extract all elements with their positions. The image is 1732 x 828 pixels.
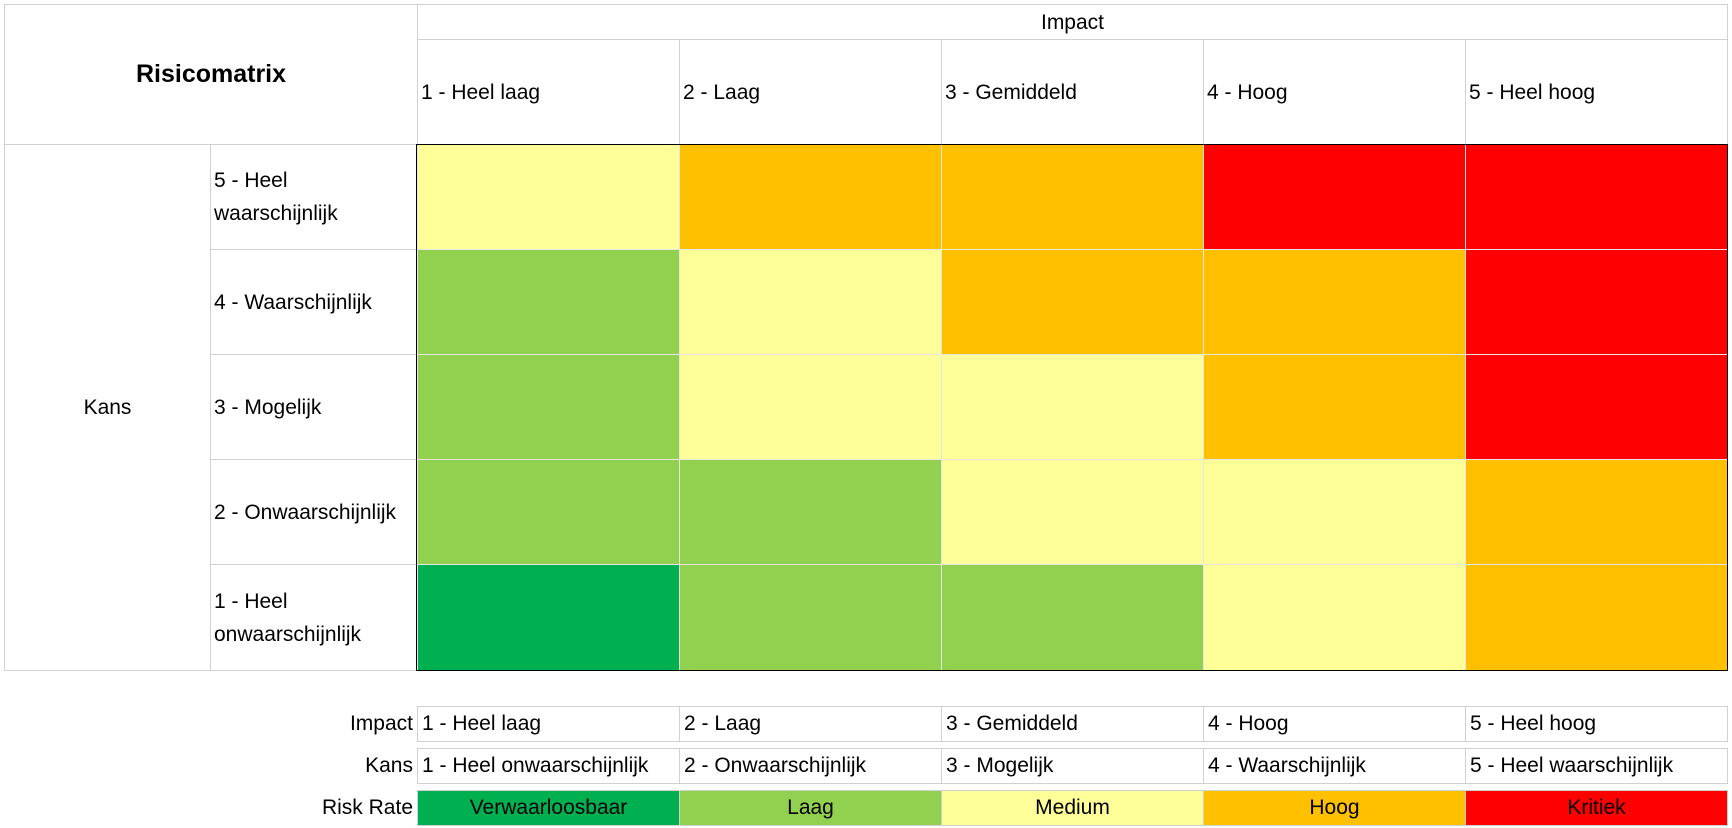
legend-kans-2: 2 - Onwaarschijnlijk (679, 748, 942, 784)
kans-level-1: 1 - Heel onwaarschijnlijk (210, 564, 418, 671)
risk-cell-kritiek (1465, 144, 1728, 250)
risk-cell-kritiek (1465, 354, 1728, 460)
risk-rate-value: Verwaarloosbaar (469, 796, 628, 819)
matrix-title: Risicomatrix (4, 4, 418, 145)
legend-risk-label: Risk Rate (300, 790, 417, 826)
legend-kans-value: 2 - Onwaarschijnlijk (684, 754, 867, 777)
impact-level-4: 4 - Hoog (1203, 39, 1466, 145)
risk-cell-medium (679, 249, 942, 355)
risk-cell-medium (941, 459, 1204, 565)
risk-rate-medium: Medium (941, 790, 1204, 826)
legend-kans-label-text: Kans (365, 754, 413, 777)
legend-impact-value: 2 - Laag (684, 712, 762, 735)
kans-level-2: 2 - Onwaarschijnlijk (210, 459, 418, 565)
risk-cell-laag (679, 564, 942, 671)
legend-kans-value: 5 - Heel waarschijnlijk (1470, 754, 1674, 777)
risk-matrix-grid (417, 144, 1728, 671)
risk-rate-laag: Laag (679, 790, 942, 826)
risk-cell-medium (679, 354, 942, 460)
impact-level-label: 2 - Laag (683, 80, 761, 104)
risk-rate-value: Hoog (1309, 796, 1360, 819)
risk-cell-kritiek (1465, 249, 1728, 355)
kans-level-5: 5 - Heel waarschijnlijk (210, 144, 418, 250)
risk-cell-hoog (1203, 249, 1466, 355)
legend-impact-2: 2 - Laag (679, 706, 942, 742)
impact-level-3: 3 - Gemiddeld (941, 39, 1204, 145)
risk-cell-kritiek (1203, 144, 1466, 250)
risk-rate-value: Medium (1035, 796, 1110, 819)
legend-impact-value: 5 - Heel hoog (1470, 712, 1597, 735)
legend-impact-value: 4 - Hoog (1208, 712, 1289, 735)
impact-level-label: 4 - Hoog (1207, 80, 1288, 104)
kans-level-label: 5 - Heel waarschijnlijk (214, 169, 338, 225)
impact-level-5: 5 - Heel hoog (1465, 39, 1728, 145)
kans-level-3: 3 - Mogelijk (210, 354, 418, 460)
risk-rate-kritiek: Kritiek (1465, 790, 1728, 826)
legend-kans-value: 1 - Heel onwaarschijnlijk (422, 754, 649, 777)
risk-cell-hoog (941, 144, 1204, 250)
legend-kans-5: 5 - Heel waarschijnlijk (1465, 748, 1728, 784)
kans-level-label: 1 - Heel onwaarschijnlijk (214, 589, 362, 646)
risk-rate-verwaarloosbaar: Verwaarloosbaar (417, 790, 680, 826)
legend-kans-4: 4 - Waarschijnlijk (1203, 748, 1466, 784)
risk-rate-hoog: Hoog (1203, 790, 1466, 826)
risk-cell-hoog (941, 249, 1204, 355)
legend-risk-label-text: Risk Rate (321, 796, 413, 819)
legend-impact-label: Impact (300, 706, 417, 742)
legend-kans-label: Kans (300, 748, 417, 784)
legend-impact-1: 1 - Heel laag (417, 706, 680, 742)
legend-kans-value: 4 - Waarschijnlijk (1208, 754, 1366, 777)
kans-header: Kans (4, 144, 211, 671)
risk-rate-value: Laag (787, 796, 834, 819)
risk-cell-laag (417, 459, 680, 565)
impact-header-text: Impact (1040, 10, 1105, 34)
risk-cell-hoog (1465, 459, 1728, 565)
impact-level-2: 2 - Laag (679, 39, 942, 145)
impact-header: Impact (417, 4, 1728, 40)
risk-cell-hoog (1465, 564, 1728, 671)
impact-level-label: 3 - Gemiddeld (945, 80, 1077, 104)
risk-cell-laag (679, 459, 942, 565)
legend-kans-1: 1 - Heel onwaarschijnlijk (417, 748, 680, 784)
risk-cell-verwaarloosbaar (417, 564, 680, 671)
legend-impact-label-text: Impact (349, 712, 413, 735)
risk-cell-medium (941, 354, 1204, 460)
risk-cell-medium (417, 144, 680, 250)
legend-impact-value: 3 - Gemiddeld (946, 712, 1078, 735)
legend-impact-4: 4 - Hoog (1203, 706, 1466, 742)
legend-impact-value: 1 - Heel laag (422, 712, 542, 735)
legend-kans-3: 3 - Mogelijk (941, 748, 1204, 784)
legend-impact-5: 5 - Heel hoog (1465, 706, 1728, 742)
risk-cell-hoog (679, 144, 942, 250)
matrix-title-text: Risicomatrix (135, 60, 287, 88)
risk-cell-hoog (1203, 354, 1466, 460)
kans-level-4: 4 - Waarschijnlijk (210, 249, 418, 355)
impact-level-label: 1 - Heel laag (421, 80, 541, 104)
risk-cell-medium (1203, 564, 1466, 671)
kans-header-text: Kans (83, 396, 132, 419)
impact-level-1: 1 - Heel laag (417, 39, 680, 145)
kans-level-label: 3 - Mogelijk (214, 395, 322, 419)
risk-cell-laag (417, 249, 680, 355)
kans-level-label: 2 - Onwaarschijnlijk (214, 500, 397, 524)
legend-kans-value: 3 - Mogelijk (946, 754, 1054, 777)
risk-cell-laag (417, 354, 680, 460)
impact-level-label: 5 - Heel hoog (1469, 80, 1596, 104)
risk-cell-medium (1203, 459, 1466, 565)
legend-impact-3: 3 - Gemiddeld (941, 706, 1204, 742)
risk-cell-laag (941, 564, 1204, 671)
risk-rate-value: Kritiek (1567, 796, 1626, 819)
kans-level-label: 4 - Waarschijnlijk (214, 290, 372, 314)
